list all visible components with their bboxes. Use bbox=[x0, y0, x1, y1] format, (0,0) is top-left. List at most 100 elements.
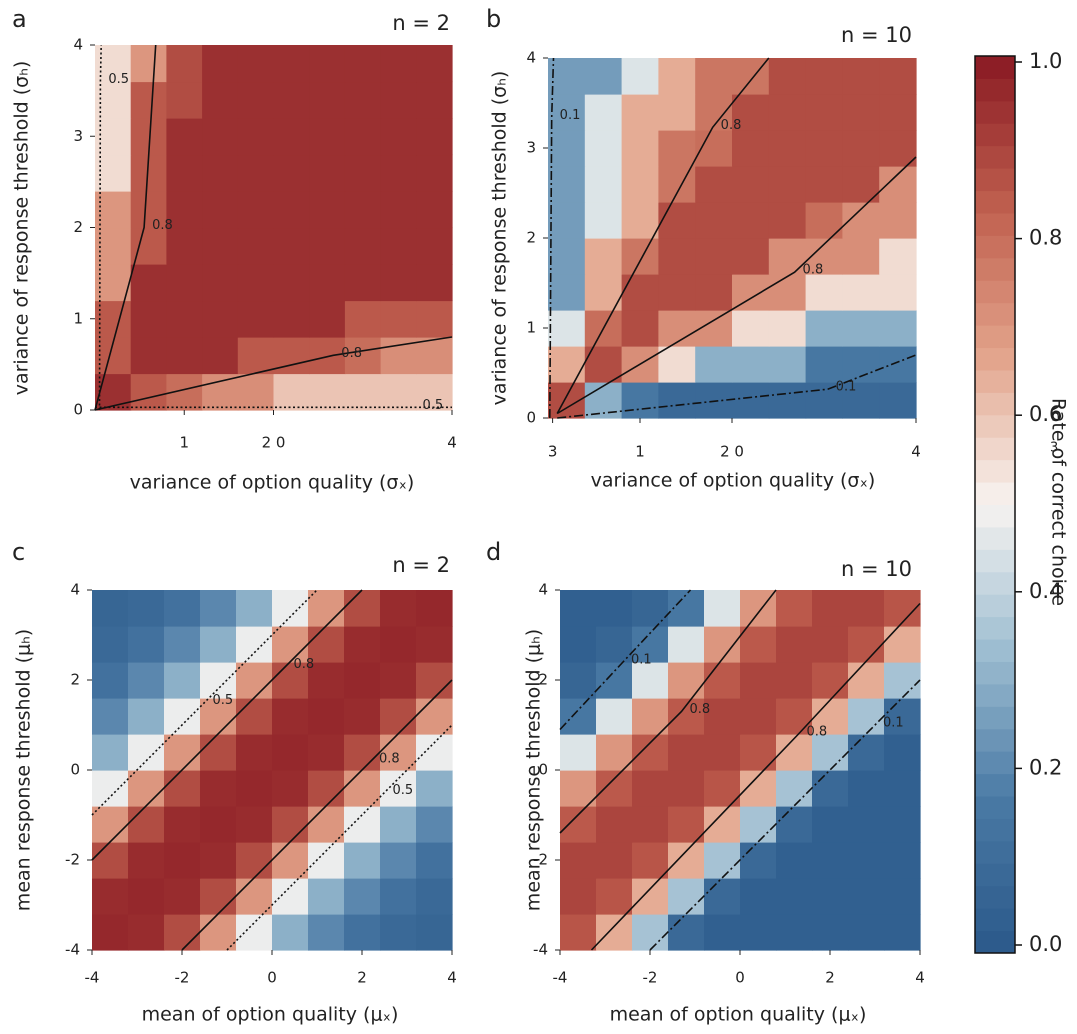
heatmap-cell bbox=[380, 698, 417, 735]
colorbar-tick-label: 0.8 bbox=[1029, 226, 1062, 250]
y-tick-label: 4 bbox=[70, 581, 80, 599]
heatmap-cell bbox=[273, 227, 310, 265]
heatmap-cell bbox=[848, 590, 885, 627]
heatmap-cell bbox=[272, 842, 309, 879]
heatmap-cell bbox=[776, 842, 813, 879]
colorbar-step bbox=[975, 639, 1015, 662]
heatmap-cell bbox=[236, 626, 273, 663]
heatmap-cell bbox=[768, 202, 807, 239]
colorbar-step bbox=[975, 392, 1015, 416]
heatmap-cell bbox=[842, 310, 880, 347]
heatmap-cell bbox=[740, 662, 777, 699]
heatmap-cell bbox=[344, 590, 381, 627]
heatmap-cell bbox=[95, 300, 132, 338]
heatmap-cell bbox=[704, 914, 741, 951]
heatmap-cell bbox=[95, 191, 132, 229]
heatmap-cell bbox=[805, 202, 843, 239]
heatmap-cell bbox=[768, 346, 807, 383]
heatmap-cell bbox=[128, 590, 165, 627]
y-tick-label: 3 bbox=[526, 139, 536, 157]
panel-letter: c bbox=[12, 538, 25, 566]
heatmap-cell bbox=[695, 166, 733, 203]
heatmap-cell bbox=[584, 58, 623, 95]
heatmap-cell bbox=[560, 734, 597, 771]
heatmap-cell bbox=[344, 698, 381, 735]
heatmap-cell bbox=[416, 191, 453, 229]
contour-line bbox=[91, 589, 318, 816]
heatmap-cell bbox=[776, 806, 813, 843]
heatmap-cell bbox=[380, 264, 417, 302]
colorbar-step bbox=[975, 594, 1015, 618]
heatmap-cell bbox=[416, 842, 453, 879]
colorbar-step bbox=[975, 212, 1015, 236]
heatmap-cell bbox=[273, 45, 310, 83]
heatmap-cell bbox=[848, 806, 885, 843]
heatmap-cell bbox=[309, 45, 346, 83]
heatmap-cell bbox=[95, 81, 132, 119]
heatmap-cell bbox=[584, 202, 623, 239]
heatmap-cell bbox=[842, 130, 880, 167]
heatmap-cell bbox=[308, 626, 345, 663]
y-tick-label: 2 bbox=[538, 671, 548, 689]
heatmap-cell bbox=[548, 94, 586, 131]
heatmap-cell bbox=[92, 842, 129, 879]
colorbar-step bbox=[975, 661, 1015, 685]
heatmap-cell bbox=[740, 806, 777, 843]
heatmap-cell bbox=[164, 590, 201, 627]
contour-label: 0.1 bbox=[560, 108, 581, 123]
heatmap-cell bbox=[668, 626, 705, 663]
heatmap-cell bbox=[740, 698, 777, 735]
heatmap-cell bbox=[776, 662, 813, 699]
heatmap-cell bbox=[668, 770, 705, 807]
heatmap-cell bbox=[776, 626, 813, 663]
panel-letter: d bbox=[486, 538, 501, 566]
colorbar-step bbox=[975, 257, 1015, 281]
colorbar-step bbox=[975, 683, 1015, 707]
heatmap-cell bbox=[732, 202, 770, 239]
heatmap-cell bbox=[380, 81, 417, 119]
heatmap-cell bbox=[658, 130, 696, 167]
heatmap-cell bbox=[879, 202, 917, 239]
heatmap-cell bbox=[596, 626, 633, 663]
heatmap-cell bbox=[732, 310, 770, 347]
contour-line bbox=[590, 602, 921, 951]
heatmap-cell bbox=[584, 238, 623, 275]
y-tick-label: 4 bbox=[73, 36, 83, 54]
heatmap-cell bbox=[805, 130, 843, 167]
heatmap-cell bbox=[805, 94, 843, 131]
heatmap-cell bbox=[776, 734, 813, 771]
heatmap-cell bbox=[380, 842, 417, 879]
heatmap-cell bbox=[309, 81, 346, 119]
heatmap-cell bbox=[344, 45, 382, 83]
colorbar-step bbox=[975, 773, 1015, 797]
heatmap-cell bbox=[164, 734, 201, 771]
contour-line bbox=[94, 44, 157, 411]
heatmap-cell bbox=[130, 264, 167, 302]
heatmap-cell bbox=[416, 45, 453, 83]
heatmap-cell bbox=[740, 734, 777, 771]
heatmap-cell bbox=[128, 734, 165, 771]
heatmap-cell bbox=[308, 842, 345, 879]
heatmap-cell bbox=[416, 734, 453, 771]
heatmap-cell bbox=[344, 154, 382, 192]
colorbar-step bbox=[975, 908, 1015, 932]
heatmap-cell bbox=[202, 118, 239, 156]
heatmap-cell bbox=[812, 734, 849, 771]
heatmap-cell bbox=[344, 337, 382, 375]
heatmap-cell bbox=[740, 878, 777, 915]
heatmap-cell bbox=[344, 626, 381, 663]
heatmap-cell bbox=[416, 806, 453, 843]
heatmap-cell bbox=[166, 81, 203, 119]
heatmap-cell bbox=[380, 118, 417, 156]
heatmap-cell bbox=[237, 373, 275, 411]
heatmap-cell bbox=[202, 154, 239, 192]
heatmap-cell bbox=[621, 238, 659, 275]
heatmap-cell bbox=[842, 58, 880, 95]
heatmap-cell bbox=[732, 166, 770, 203]
heatmap-cell bbox=[308, 698, 345, 735]
heatmap-cell bbox=[416, 662, 453, 699]
heatmap-cell bbox=[884, 698, 921, 735]
heatmap-cell bbox=[848, 734, 885, 771]
colorbar-step bbox=[975, 145, 1015, 169]
heatmap-cell bbox=[344, 191, 382, 229]
